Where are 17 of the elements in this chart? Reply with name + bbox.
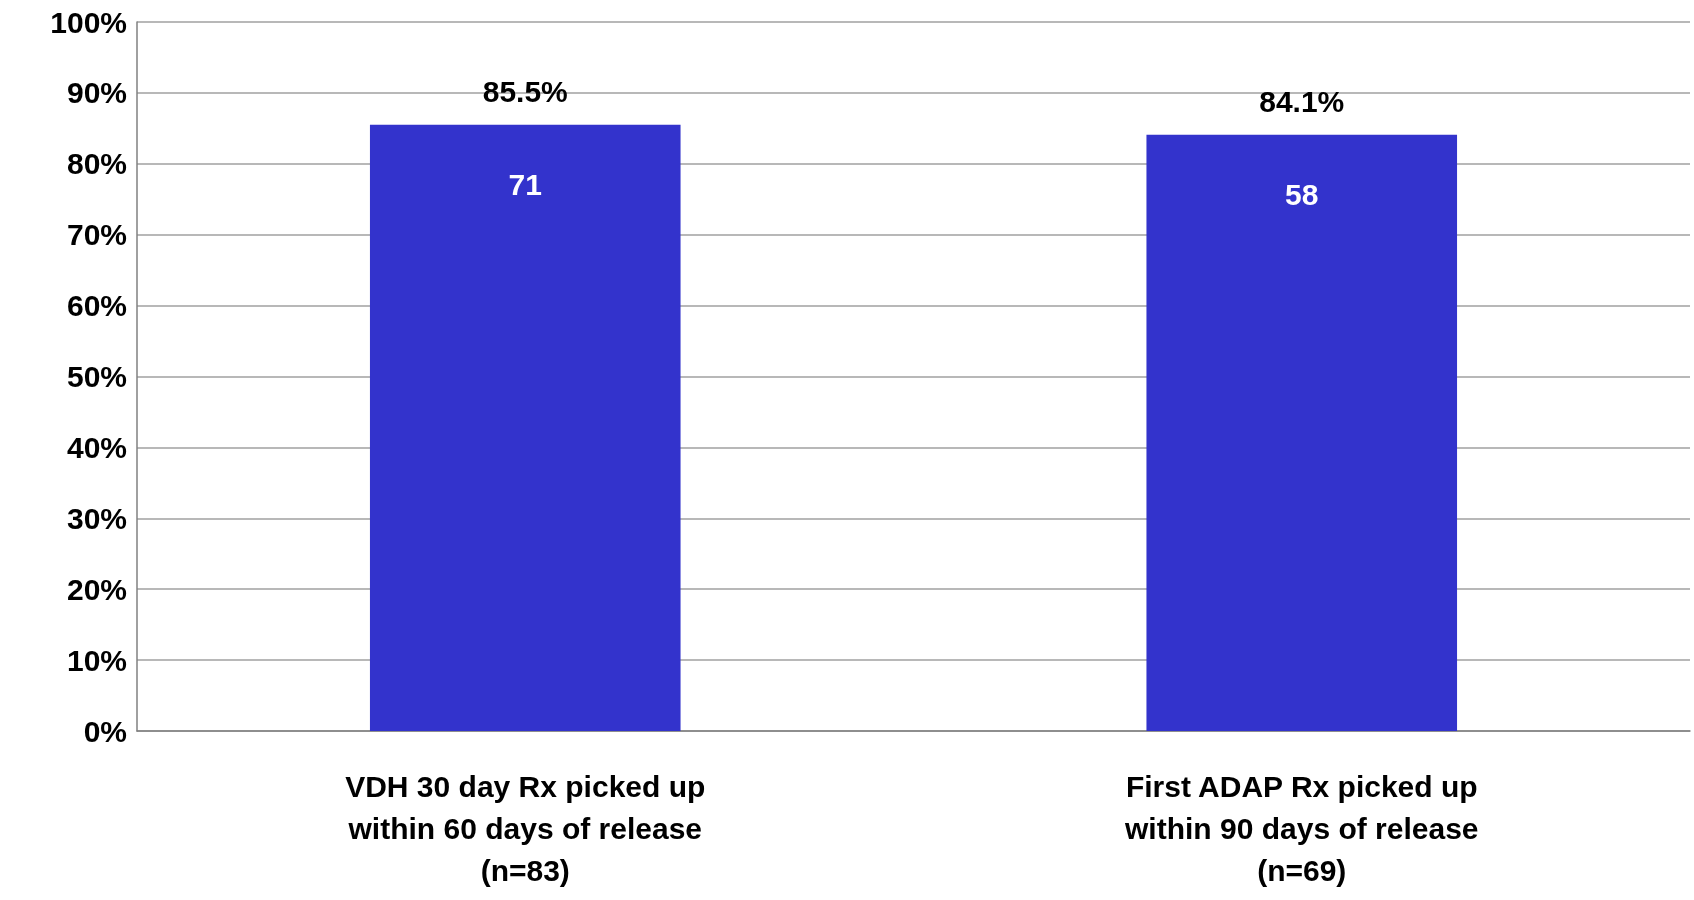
data-label: 84.1% — [1259, 85, 1345, 119]
y-tick-label: 0% — [83, 714, 127, 748]
y-tick-label: 50% — [66, 360, 127, 393]
y-tick-label: 20% — [66, 572, 127, 606]
y-tick-label: 90% — [66, 76, 127, 110]
y-tick-label: 30% — [66, 501, 127, 535]
data-label: 85.5% — [482, 75, 568, 109]
annotation: 58 — [1285, 178, 1319, 212]
y-tick-label: 100% — [50, 5, 127, 39]
y-tick-label: 40% — [66, 430, 127, 464]
y-tick-label: 10% — [66, 643, 127, 677]
x-tick-label: First ADAP Rx picked up within 90 days of release (n=69) — [1124, 769, 1479, 887]
x-tick-label: VDH 30 day Rx picked up within 60 days of release (n=83) — [345, 769, 706, 887]
y-tick-label: 80% — [66, 147, 127, 181]
annotation: 71 — [508, 168, 542, 202]
y-tick-label: 70% — [66, 218, 127, 252]
y-tick-label: 60% — [66, 289, 127, 323]
